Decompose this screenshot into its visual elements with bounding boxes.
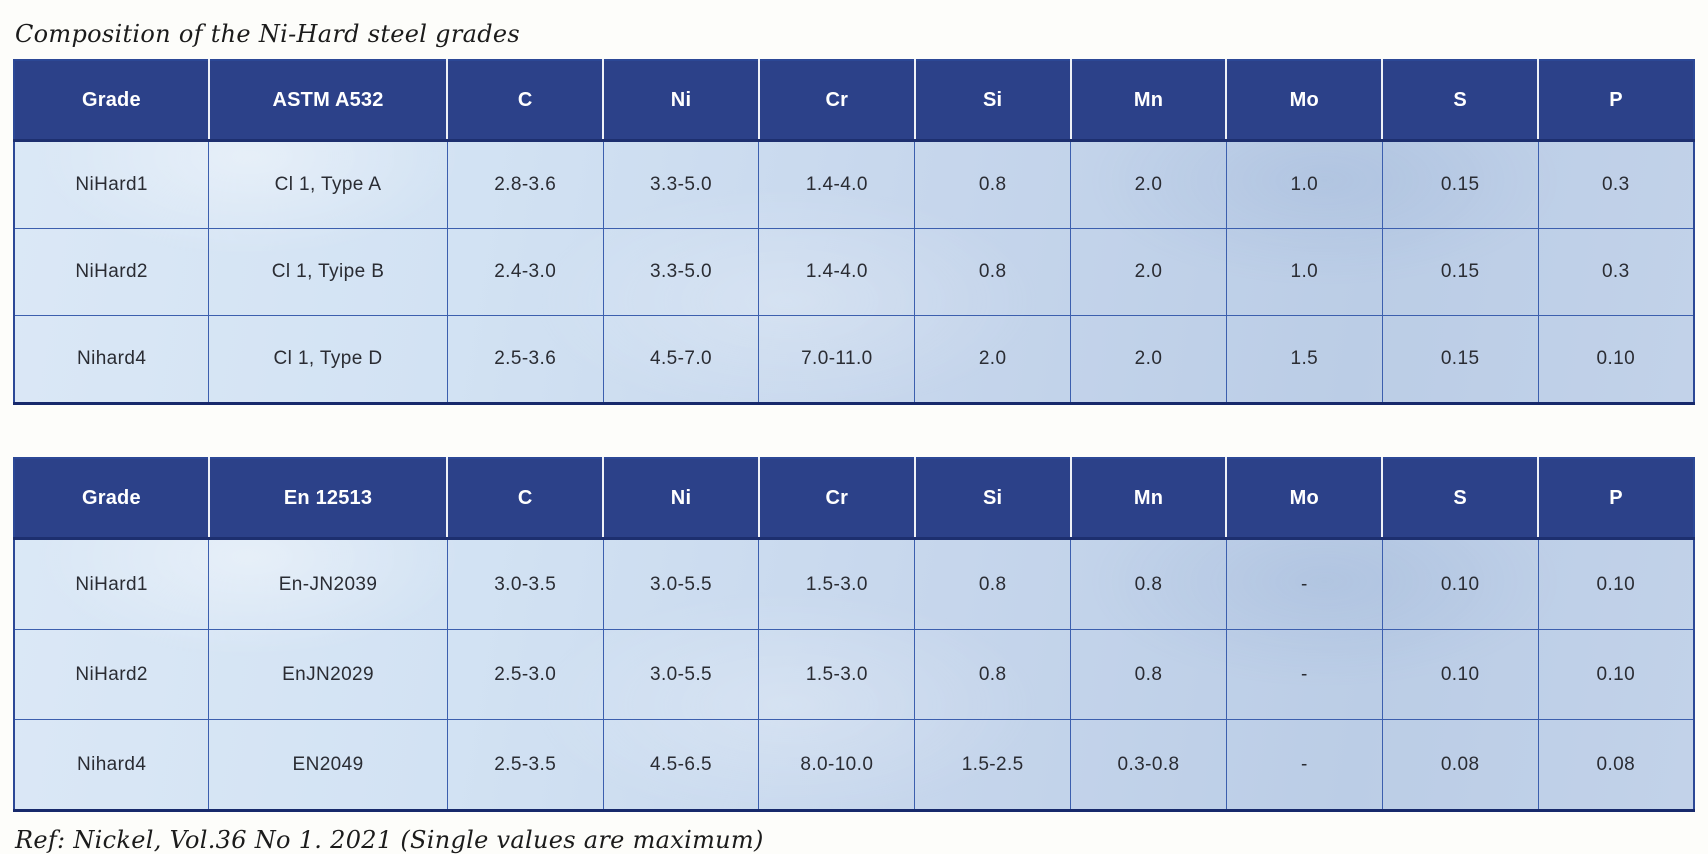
table-row: Nihard4 EN2049 2.5-3.5 4.5-6.5 8.0-10.0 1.5-2… [13,719,1695,811]
header-cell-astm-a532: ASTM A532 [207,60,448,142]
designation-cell: Cl 1, Type A [208,140,448,229]
header-cell-mn: Mn [1069,60,1227,142]
header-cell-c: C [446,60,604,142]
value-cell: 3.0-3.5 [446,538,604,630]
astm-a532-table: Grade ASTM A532 C Ni Cr Si Mn Mo S P NiHard1 Cl 1,… [13,59,1695,405]
table-body: NiHard1 En-JN2039 3.0-3.5 3.0-5.5 1.5-3.0 0.8… [13,538,1695,811]
header-cell-si: Si [913,60,1071,142]
value-cell: 2.0 [1070,140,1227,229]
value-cell: - [1225,629,1383,720]
grade-cell: Nihard4 [13,315,210,404]
header-cell-mo: Mo [1225,60,1383,142]
value-cell: 0.10 [1381,629,1539,720]
designation-cell: EnJN2029 [208,629,448,720]
header-cell-mo: Mo [1225,458,1383,540]
value-cell: 0.10 [1537,629,1695,720]
value-cell: 1.4-4.0 [758,140,916,229]
value-cell: 3.0-5.5 [602,538,760,630]
designation-cell: EN2049 [208,719,448,811]
value-cell: 2.0 [914,315,1072,404]
grade-cell: NiHard2 [13,228,210,316]
header-cell-mn: Mn [1069,458,1227,540]
header-row: Grade ASTM A532 C Ni Cr Si Mn Mo S P [13,60,1694,142]
value-cell: 1.5-2.5 [914,719,1072,811]
header-cell-s: S [1381,60,1539,142]
value-cell: 0.08 [1537,719,1695,811]
value-cell: 0.15 [1381,140,1539,229]
header-cell-si: Si [913,458,1071,540]
value-cell: 2.0 [1070,228,1227,316]
value-cell: 0.15 [1381,315,1539,404]
value-cell: - [1225,719,1383,811]
value-cell: 3.0-5.5 [602,629,760,720]
value-cell: 0.3 [1537,228,1695,316]
value-cell: 0.8 [914,228,1072,316]
value-cell: - [1225,538,1383,630]
value-cell: 2.5-3.6 [446,315,604,404]
value-cell: 0.8 [914,140,1072,229]
table-row: NiHard1 En-JN2039 3.0-3.5 3.0-5.5 1.5-3.0 0.8… [13,538,1695,630]
value-cell: 1.5-3.0 [758,538,916,630]
value-cell: 0.8 [914,538,1072,630]
header-cell-grade: Grade [13,458,209,540]
header-cell-en-12513: En 12513 [207,458,448,540]
value-cell: 1.5 [1225,315,1383,404]
table-row: NiHard2 Cl 1, Tyipe B 2.4-3.0 3.3-5.0 1.4-4.… [13,228,1695,316]
en-12513-table: Grade En 12513 C Ni Cr Si Mn Mo S P NiHard1 En-JN2… [13,457,1695,812]
designation-cell: Cl 1, Tyipe B [208,228,448,316]
value-cell: 1.5-3.0 [758,629,916,720]
header-cell-ni: Ni [602,458,759,540]
header-row: Grade En 12513 C Ni Cr Si Mn Mo S P [13,458,1694,540]
header-cell-grade: Grade [13,60,209,142]
page-title: Composition of the Ni-Hard steel grades [15,20,521,48]
header-cell-s: S [1381,458,1539,540]
table-body: NiHard1 Cl 1, Type A 2.8-3.6 3.3-5.0 1.4-4.0… [13,140,1695,404]
value-cell: 8.0-10.0 [758,719,916,811]
table-row: Nihard4 Cl 1, Type D 2.5-3.6 4.5-7.0 7.0-11.… [13,315,1695,404]
value-cell: 2.5-3.0 [446,629,604,720]
value-cell: 0.10 [1537,538,1695,630]
value-cell: 0.8 [914,629,1072,720]
value-cell: 3.3-5.0 [602,140,760,229]
header-cell-cr: Cr [757,458,915,540]
value-cell: 0.3-0.8 [1070,719,1227,811]
value-cell: 0.10 [1537,315,1695,404]
value-cell: 2.8-3.6 [446,140,604,229]
header-cell-p: P [1537,60,1694,142]
value-cell: 1.0 [1225,140,1383,229]
designation-cell: Cl 1, Type D [208,315,448,404]
table-header: Grade En 12513 C Ni Cr Si Mn Mo S P [13,458,1694,540]
table-row: NiHard2 EnJN2029 2.5-3.0 3.0-5.5 1.5-3.0 0.8 0… [13,629,1695,720]
designation-cell: En-JN2039 [208,538,448,630]
grade-cell: Nihard4 [13,719,210,811]
header-cell-ni: Ni [602,60,759,142]
grade-cell: NiHard1 [13,140,210,229]
grade-cell: NiHard1 [13,538,210,630]
value-cell: 4.5-7.0 [602,315,760,404]
value-cell: 2.0 [1070,315,1227,404]
grade-cell: NiHard2 [13,629,210,720]
value-cell: 0.8 [1070,538,1227,630]
value-cell: 1.0 [1225,228,1383,316]
value-cell: 0.08 [1381,719,1539,811]
table-row: NiHard1 Cl 1, Type A 2.8-3.6 3.3-5.0 1.4-4.0… [13,140,1695,229]
header-cell-c: C [446,458,604,540]
value-cell: 2.5-3.5 [446,719,604,811]
value-cell: 0.15 [1381,228,1539,316]
table-header: Grade ASTM A532 C Ni Cr Si Mn Mo S P [13,60,1694,142]
header-cell-p: P [1537,458,1694,540]
value-cell: 7.0-11.0 [758,315,916,404]
value-cell: 0.3 [1537,140,1695,229]
reference-note: Ref: Nickel, Vol.36 No 1. 2021 (Single v… [15,826,764,854]
value-cell: 4.5-6.5 [602,719,760,811]
header-cell-cr: Cr [757,60,915,142]
value-cell: 1.4-4.0 [758,228,916,316]
value-cell: 3.3-5.0 [602,228,760,316]
value-cell: 0.10 [1381,538,1539,630]
value-cell: 2.4-3.0 [446,228,604,316]
value-cell: 0.8 [1070,629,1227,720]
